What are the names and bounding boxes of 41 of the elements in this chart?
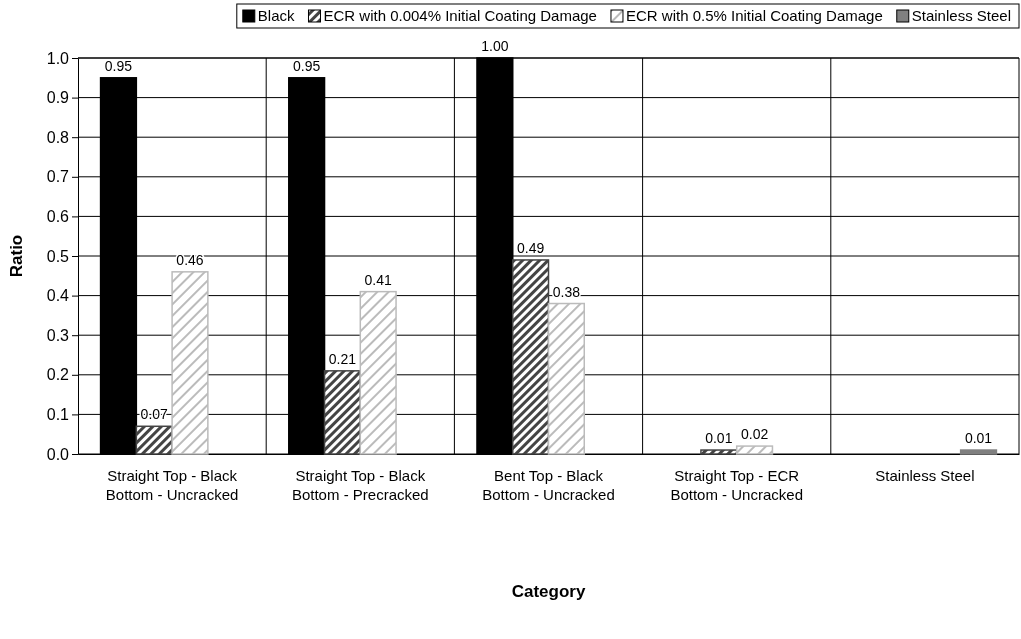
y-tick-label: 0.6 (46, 208, 70, 226)
data-label: 0.95 (104, 57, 133, 74)
legend-label: Black (257, 7, 295, 24)
bar (959, 449, 998, 455)
data-label: 0.46 (176, 251, 204, 268)
x-tick-label: Bent Top - Black Bottom - Uncracked (482, 466, 615, 504)
data-label: 0.01 (705, 430, 733, 447)
data-label: 0.49 (517, 239, 545, 256)
x-tick-label: Straight Top - Black Bottom - Precracked (291, 466, 429, 504)
data-label: 0.21 (328, 350, 357, 367)
y-tick-label: 0.3 (46, 326, 70, 344)
y-tick-label: 0.9 (46, 89, 70, 107)
data-label: 0.41 (364, 271, 393, 288)
bar (359, 290, 397, 455)
data-label: 0.95 (293, 57, 321, 74)
y-axis-title: Ratio (7, 234, 26, 278)
y-tick-label: 0.2 (46, 366, 70, 384)
y-tick-label: 0.8 (46, 128, 70, 146)
y-tick-label: 0.7 (46, 168, 70, 186)
data-label: 0.01 (964, 430, 993, 447)
bar (547, 302, 586, 455)
y-tick-label: 0.1 (46, 406, 70, 424)
bar (135, 425, 173, 455)
bar (735, 445, 774, 455)
x-tick-label: Straight Top - ECR Bottom - Uncracked (670, 466, 803, 504)
legend-label: Stainless Steel (911, 7, 1011, 24)
bar (511, 259, 550, 455)
y-tick-label: 0.5 (46, 247, 70, 265)
bar (323, 370, 362, 455)
y-tick-label: 1.0 (46, 49, 70, 67)
bar (171, 271, 209, 455)
y-tick-label: 0.4 (46, 287, 70, 305)
bar (700, 449, 738, 455)
legend-label: ECR with 0.5% Initial Coating Damage (625, 7, 883, 24)
legend-label: ECR with 0.004% Initial Coating Damage (323, 7, 597, 24)
y-tick-label: 0.0 (46, 445, 70, 463)
data-label: 1.00 (481, 38, 509, 54)
data-label: 0.02 (740, 426, 769, 443)
x-tick-label: Straight Top - Black Bottom - Uncracked (105, 466, 239, 504)
x-axis-title: Category (511, 582, 586, 601)
x-tick-label: Stainless Steel (875, 466, 975, 484)
